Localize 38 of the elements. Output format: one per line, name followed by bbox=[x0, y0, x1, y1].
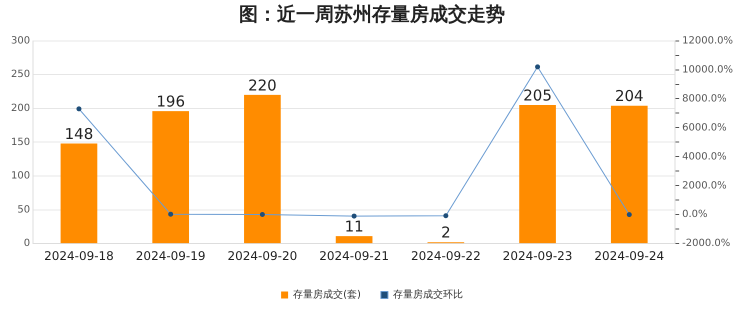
x-tick-label: 2024-09-24 bbox=[594, 248, 664, 263]
y2-tick-label: 8000.0% bbox=[682, 93, 727, 104]
x-tick-label: 2024-09-18 bbox=[44, 248, 114, 263]
x-tick-label: 2024-09-21 bbox=[319, 248, 389, 263]
data-label: 11 bbox=[344, 218, 364, 236]
x-tick-label: 2024-09-22 bbox=[410, 248, 481, 263]
data-label: 205 bbox=[523, 86, 552, 104]
bar bbox=[519, 105, 556, 244]
data-label: 2 bbox=[441, 224, 451, 242]
y2-tick-label: 0.0% bbox=[682, 209, 708, 220]
y2-tick-label: 4000.0% bbox=[682, 151, 727, 162]
y2-tick-label: 10000.0% bbox=[682, 64, 734, 76]
y2-tick-label: 12000.0% bbox=[682, 35, 734, 46]
x-tick-label: 2024-09-23 bbox=[502, 248, 572, 263]
y-tick-label: 150 bbox=[10, 136, 30, 148]
y-tick-label: 250 bbox=[10, 69, 30, 80]
y2-tick-label: -2000.0% bbox=[682, 238, 730, 250]
data-label: 148 bbox=[64, 124, 94, 143]
x-tick-label: 2024-09-19 bbox=[136, 248, 206, 263]
bar bbox=[610, 106, 648, 244]
y-tick-label: 0 bbox=[24, 238, 30, 250]
legend-label: 存量房成交环比 bbox=[392, 288, 463, 301]
y-tick-label: 200 bbox=[10, 102, 30, 114]
legend-label: 存量房成交(套) bbox=[293, 288, 361, 301]
bar bbox=[336, 236, 372, 244]
y-tick-label: 300 bbox=[10, 35, 30, 46]
bar bbox=[152, 111, 190, 244]
data-label: 220 bbox=[248, 76, 277, 94]
x-tick-label: 2024-09-20 bbox=[228, 248, 298, 263]
y-tick-label: 100 bbox=[10, 170, 30, 182]
chart-title: 图：近一周苏州存量房成交走势 bbox=[239, 3, 505, 26]
data-label: 196 bbox=[156, 92, 185, 110]
y2-tick-label: 6000.0% bbox=[682, 122, 727, 134]
data-label: 204 bbox=[614, 87, 644, 106]
bar bbox=[60, 144, 98, 244]
y2-tick-label: 2000.0% bbox=[682, 180, 727, 192]
bar bbox=[244, 94, 281, 244]
y-tick-label: 50 bbox=[17, 204, 30, 216]
